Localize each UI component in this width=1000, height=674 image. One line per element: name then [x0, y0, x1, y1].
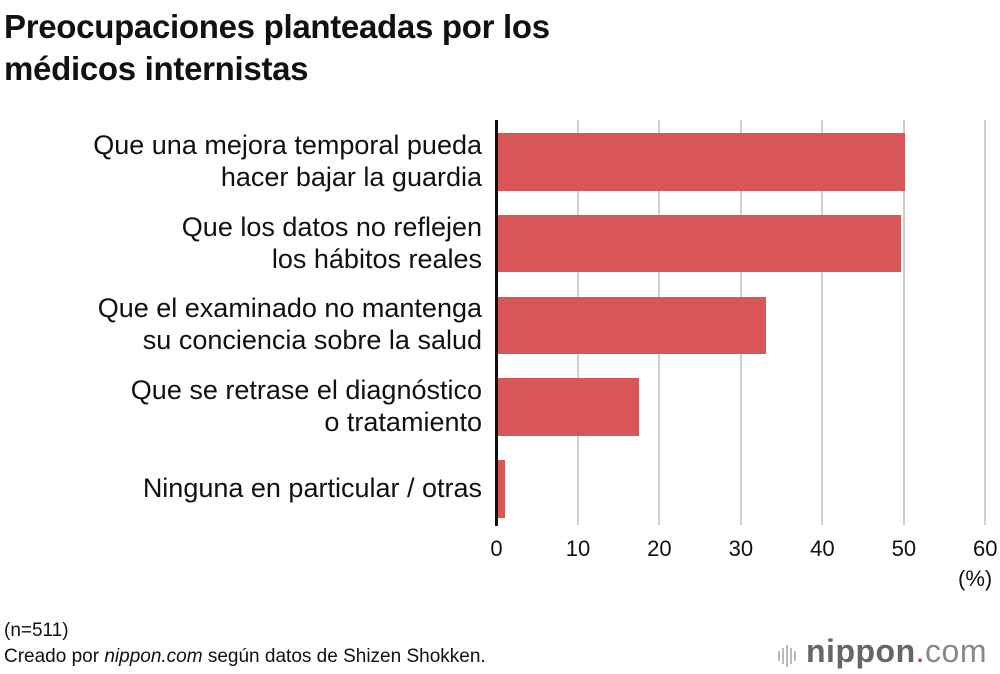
x-tick-label: 10: [565, 536, 591, 561]
x-tick-label: 50: [891, 536, 917, 561]
title-line-2: médicos internistas: [4, 50, 309, 87]
category-label-line: hacer bajar la guardia: [220, 161, 482, 192]
category-label-line: o tratamiento: [324, 407, 482, 438]
category-label-line: los hábitos reales: [271, 243, 482, 274]
gridline: [902, 120, 905, 525]
x-tick-label: 20: [647, 536, 672, 561]
bar: [496, 460, 505, 518]
category-label: Ninguna en particular / otras: [2, 472, 482, 504]
category-label-line: Ninguna en particular / otras: [142, 472, 482, 503]
source-credit: Creado por nippon.com según datos de Shi…: [4, 646, 486, 668]
credit-suffix: según datos de Shizen Shokken.: [202, 646, 486, 667]
sample-size-note: (n=511): [4, 620, 69, 641]
x-tick-label: 30: [728, 536, 754, 561]
title-line-1: Preocupaciones planteadas por los: [4, 8, 550, 45]
bar: [496, 214, 902, 273]
bar: [496, 378, 640, 436]
category-label: Que los datos no reflejen los hábitos rea…: [2, 211, 482, 275]
sound-wave-icon: [778, 635, 798, 672]
bar: [496, 296, 767, 355]
category-label: Que una mejora temporal pueda hacer bajar…: [2, 129, 482, 193]
category-label: Que se retrase el diagnóstico o tratamien…: [2, 374, 482, 438]
category-label-line: Que se retrase el diagnóstico: [130, 375, 482, 406]
category-label: Que el examinado no mantenga su concienci…: [2, 292, 482, 356]
x-axis-unit: (%): [958, 566, 993, 591]
bar: [496, 133, 905, 191]
x-tick-label: 0: [490, 536, 503, 561]
category-label-line: Que una mejora temporal pueda: [93, 129, 482, 160]
y-axis-line: [495, 120, 498, 526]
credit-site: nippon.com: [104, 646, 203, 667]
nippon-logo: nippon.com: [778, 633, 987, 672]
gridline: [984, 120, 987, 525]
x-tick-label: 40: [810, 536, 835, 561]
category-label-line: Que el examinado no mantenga: [97, 293, 482, 324]
gridline: [821, 120, 824, 525]
x-tick-label: 60: [973, 536, 998, 561]
category-label-line: su conciencia sobre la salud: [142, 325, 482, 356]
category-label-line: Que los datos no reflejen: [181, 211, 482, 242]
credit-prefix: Creado por: [4, 646, 105, 667]
chart-title: Preocupaciones planteadas por los médico…: [4, 6, 550, 90]
